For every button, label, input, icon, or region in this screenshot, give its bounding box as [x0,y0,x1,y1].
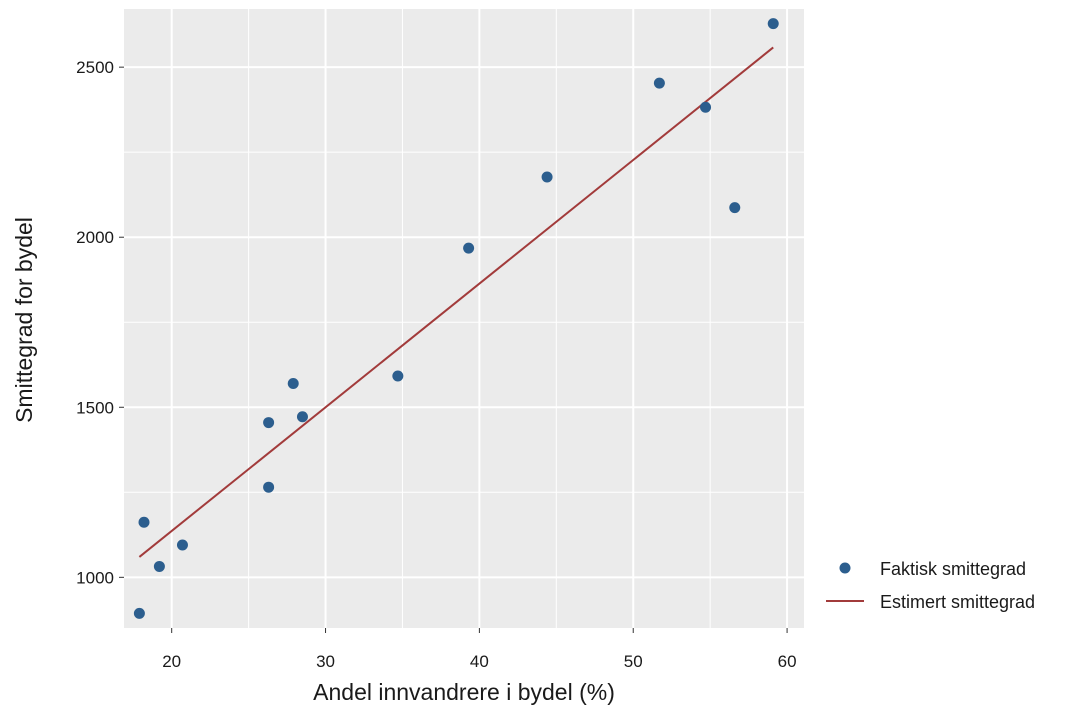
data-point [392,370,404,382]
y-tick-label: 2000 [76,228,114,247]
grid [124,9,804,628]
data-point [463,242,475,254]
x-tick-label: 60 [778,652,797,671]
y-axis-ticks: 1000 1500 2000 2500 [76,58,124,587]
data-marks [133,18,779,619]
data-point [133,607,145,619]
data-point [767,18,779,30]
legend-points-symbol [839,562,851,574]
plot-panel [124,9,804,628]
y-axis-title: Smittegrad for bydel [11,217,37,423]
data-point [541,171,553,183]
x-axis-title: Andel innvandrere i bydel (%) [313,679,615,705]
x-axis-ticks: 20 30 40 50 60 [162,628,797,671]
data-point [296,411,308,423]
data-point [138,516,150,528]
data-point [653,77,665,89]
legend-points-label: Faktisk smittegrad [880,559,1026,579]
y-tick-label: 1000 [76,568,114,587]
data-point [263,417,275,429]
legend: Faktisk smittegrad Estimert smittegrad [826,559,1035,612]
x-tick-label: 30 [316,652,335,671]
x-tick-label: 50 [624,652,643,671]
y-tick-label: 2500 [76,58,114,77]
legend-line-label: Estimert smittegrad [880,592,1035,612]
data-point [287,377,299,389]
data-point [700,101,712,113]
data-point [176,539,188,551]
x-tick-label: 40 [470,652,489,671]
fitted-line [138,46,774,558]
x-tick-label: 20 [162,652,181,671]
data-point [729,202,741,214]
data-point [153,560,165,572]
y-tick-label: 1500 [76,398,114,417]
data-point [263,481,275,493]
